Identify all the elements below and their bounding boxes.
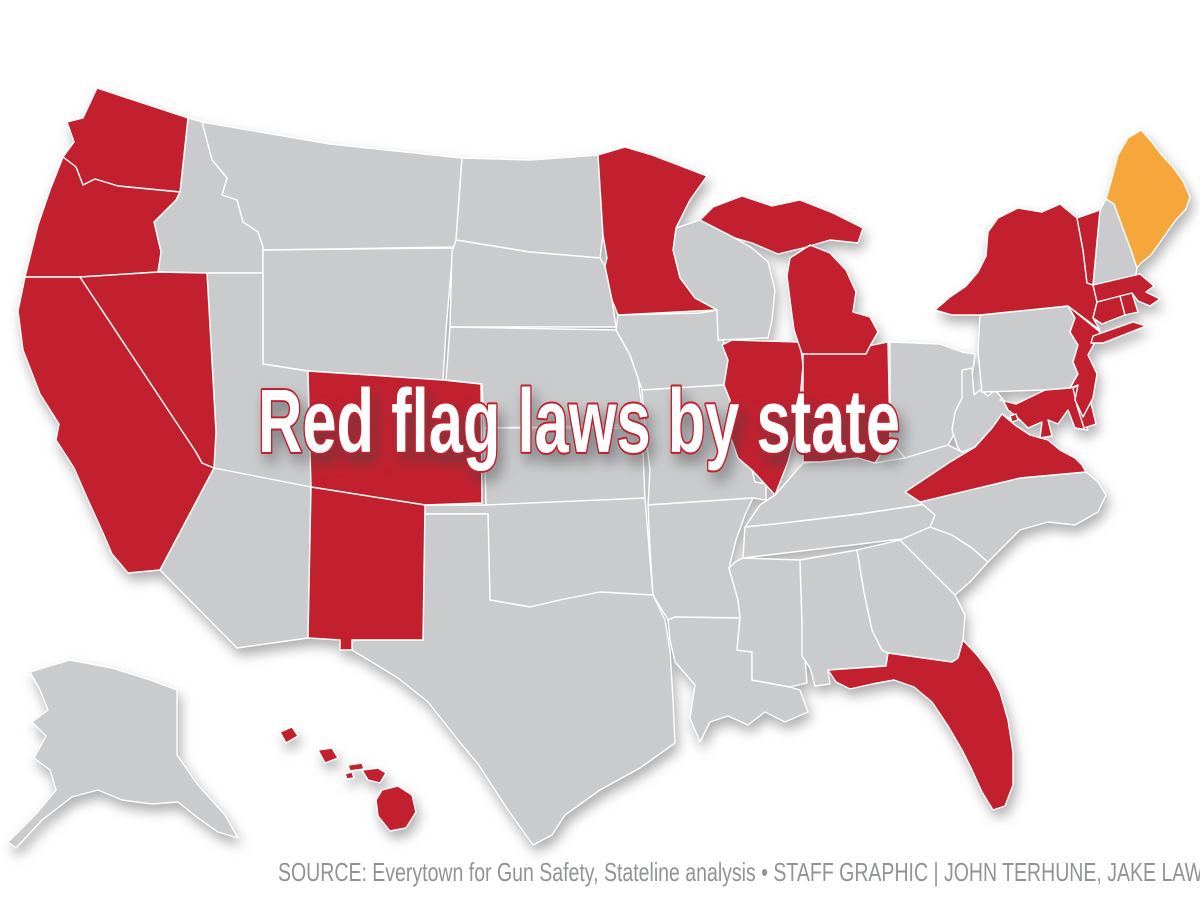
state-virginia: [904, 413, 1087, 503]
state-arkansas: [647, 497, 754, 621]
state-north-carolina: [919, 471, 1107, 563]
state-maine: [1105, 129, 1191, 269]
state-alaska: [7, 659, 239, 849]
state-oregon: [24, 156, 181, 278]
state-indiana: [802, 341, 891, 464]
map-title: Red flag laws by state: [258, 372, 900, 472]
state-florida: [827, 639, 1014, 811]
state-texas: [351, 513, 676, 846]
state-pennsylvania: [977, 305, 1079, 393]
state-nevada: [79, 271, 217, 469]
states-layer: [7, 87, 1191, 849]
state-new-jersey: [1067, 305, 1101, 418]
state-massachusetts: [1092, 273, 1161, 307]
state-wyoming: [262, 247, 454, 381]
state-new-mexico: [307, 486, 426, 651]
source-credit: SOURCE: Everytown for Gun Safety, Statel…: [278, 857, 1200, 887]
state-district-of-columbia: [1009, 413, 1019, 423]
state-illinois: [721, 339, 804, 496]
state-hawaii: [279, 726, 417, 832]
state-north-dakota: [455, 154, 604, 259]
state-vermont: [1076, 209, 1101, 286]
state-washington: [62, 87, 189, 193]
state-michigan: [699, 195, 879, 355]
state-minnesota: [597, 146, 718, 316]
